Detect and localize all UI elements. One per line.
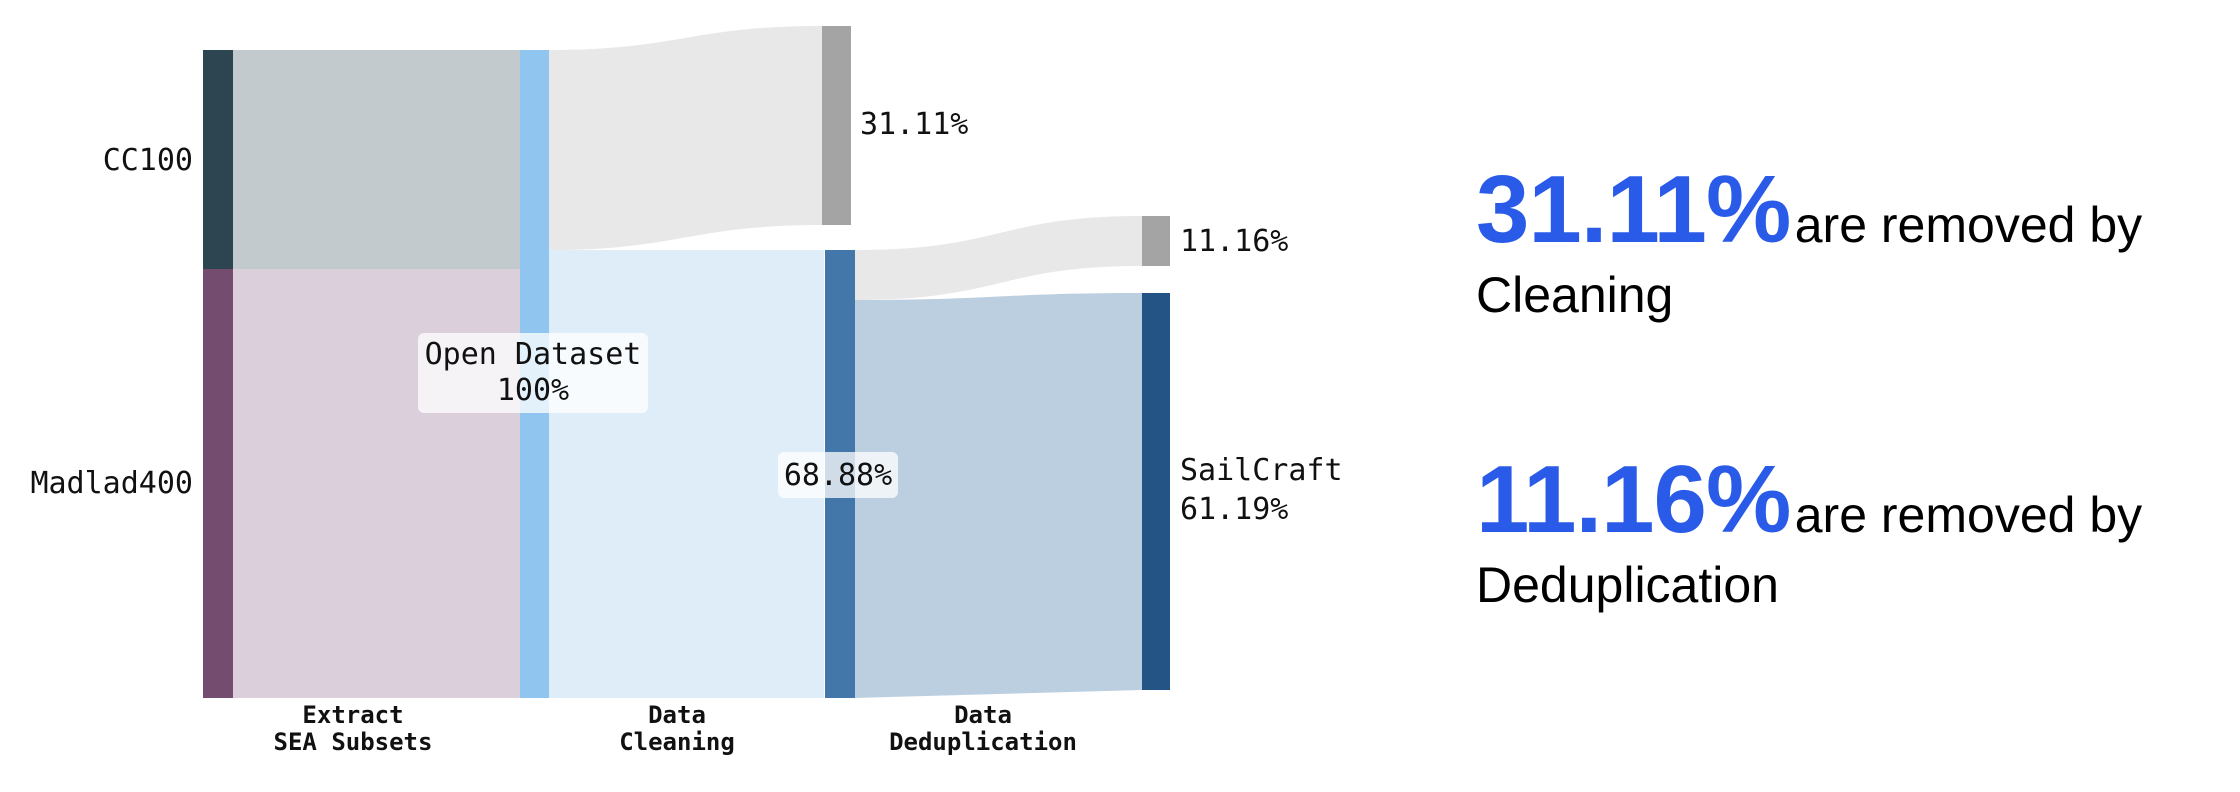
open-dataset-percent: 100% bbox=[497, 373, 569, 408]
cleaning-callout-text: are removed by bbox=[1794, 197, 2143, 253]
cleaning-callout-line2: Cleaning bbox=[1476, 267, 1674, 323]
after-cleaning-label: 68.88% bbox=[784, 458, 892, 493]
dedup-callout: 11.16% are removed by Deduplication bbox=[1476, 452, 2143, 613]
stage-extract-line1: Extract bbox=[302, 701, 403, 729]
sailcraft-percent: 61.19% bbox=[1180, 492, 1288, 527]
dedup-callout-percent: 11.16% bbox=[1476, 446, 1791, 553]
madlad400-label: Madlad400 bbox=[30, 466, 193, 501]
open-dataset-label: Open Dataset bbox=[425, 337, 642, 372]
stage-dedup-line2: Deduplication bbox=[889, 728, 1077, 756]
removed-cleaning-flow bbox=[549, 26, 822, 250]
open-dataset-label-box bbox=[418, 333, 648, 413]
dedup-callout-line2: Deduplication bbox=[1476, 557, 1779, 613]
sailcraft-label: SailCraft bbox=[1180, 453, 1343, 488]
madlad400-node bbox=[203, 269, 233, 698]
removed-dedup-node bbox=[1142, 216, 1170, 266]
removed-dedup-label: 11.16% bbox=[1180, 224, 1288, 259]
cc100-node bbox=[203, 50, 233, 269]
stage-cleaning-line2: Cleaning bbox=[619, 728, 735, 756]
cleaning-callout: 31.11% are removed by Cleaning bbox=[1476, 162, 2143, 323]
removed-cleaning-label: 31.11% bbox=[860, 107, 968, 142]
stage-dedup-line1: Data bbox=[954, 701, 1012, 729]
after-cleaning-label-box bbox=[778, 452, 898, 498]
stage-extract-line2: SEA Subsets bbox=[274, 728, 433, 756]
removed-dedup-flow bbox=[855, 216, 1142, 300]
sankey-diagram: CC100 Madlad400 Open Dataset 100% 31.11%… bbox=[30, 26, 1343, 756]
sailcraft-node bbox=[1142, 293, 1170, 690]
cc100-flow bbox=[233, 50, 520, 269]
cleaning-callout-percent: 31.11% bbox=[1476, 156, 1791, 263]
stage-cleaning-line1: Data bbox=[648, 701, 706, 729]
removed-cleaning-node bbox=[822, 26, 851, 225]
dedup-callout-text: are removed by bbox=[1794, 487, 2143, 543]
cleaned-to-sailcraft-flow bbox=[855, 293, 1142, 698]
cc100-label: CC100 bbox=[103, 143, 193, 178]
